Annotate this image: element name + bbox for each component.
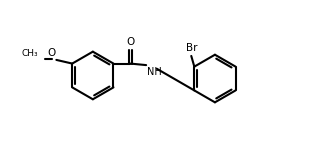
Text: O: O	[47, 48, 55, 58]
Text: Br: Br	[186, 43, 197, 53]
Text: CH₃: CH₃	[22, 49, 38, 58]
Text: NH: NH	[147, 67, 162, 77]
Text: O: O	[126, 37, 134, 47]
